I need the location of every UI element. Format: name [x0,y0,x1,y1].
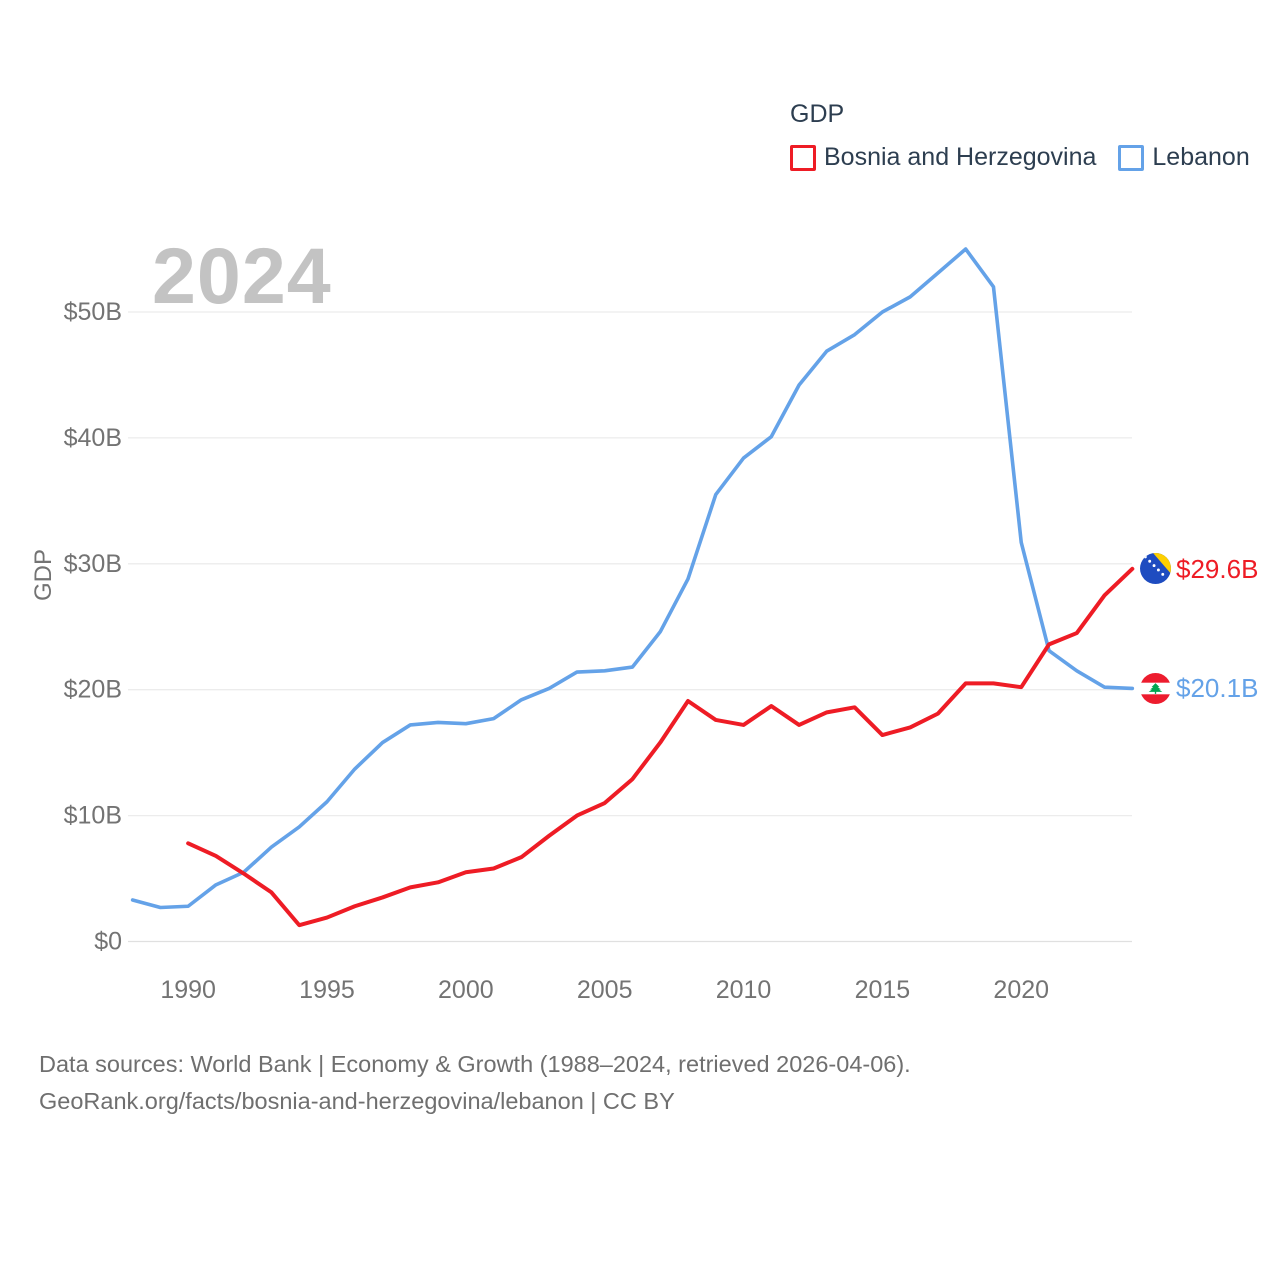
lebanon-series-swatch-icon [1118,144,1145,171]
svg-text:2010: 2010 [716,976,772,1004]
svg-text:$40B: $40B [64,424,122,452]
svg-text:$0: $0 [94,928,122,956]
svg-text:$30B: $30B [64,550,122,578]
legend-item-label: Bosnia and Herzegovina [824,143,1097,171]
svg-text:2005: 2005 [577,976,633,1004]
svg-text:2020: 2020 [993,976,1049,1004]
bosnia-end-value: $29.6B [1176,553,1259,584]
svg-text:$10B: $10B [64,802,122,830]
legend-item-bosnia-and-herzegovina[interactable]: Bosnia and Herzegovina [790,143,1096,172]
svg-text:$50B: $50B [64,298,122,326]
legend-title: GDP [790,100,845,128]
svg-text:2000: 2000 [438,976,494,1004]
year-watermark: 2024 [152,231,332,320]
svg-text:1990: 1990 [160,976,216,1004]
svg-text:2015: 2015 [855,976,911,1004]
svg-text:$20B: $20B [64,676,122,704]
footer-attribution: Data sources: World Bank | Economy & Gro… [39,1046,911,1120]
legend-items: Bosnia and Herzegovina Lebanon [790,143,1250,172]
footer-url-line: GeoRank.org/facts/bosnia-and-herzegovina… [39,1088,675,1114]
chart-legend: GDP Bosnia and Herzegovina Lebanon [790,100,1250,172]
bosnia-and-herzegovina-flag-icon [1140,553,1171,585]
lebanon-end-value: $20.1B [1176,673,1259,704]
bosnia-series-swatch-icon [790,144,816,171]
legend-item-label: Lebanon [1152,143,1250,171]
svg-text:1995: 1995 [299,976,355,1004]
footer-sources-line: Data sources: World Bank | Economy & Gro… [39,1051,911,1077]
lebanon-flag-icon [1140,672,1171,704]
legend-item-lebanon[interactable]: Lebanon [1118,143,1250,172]
